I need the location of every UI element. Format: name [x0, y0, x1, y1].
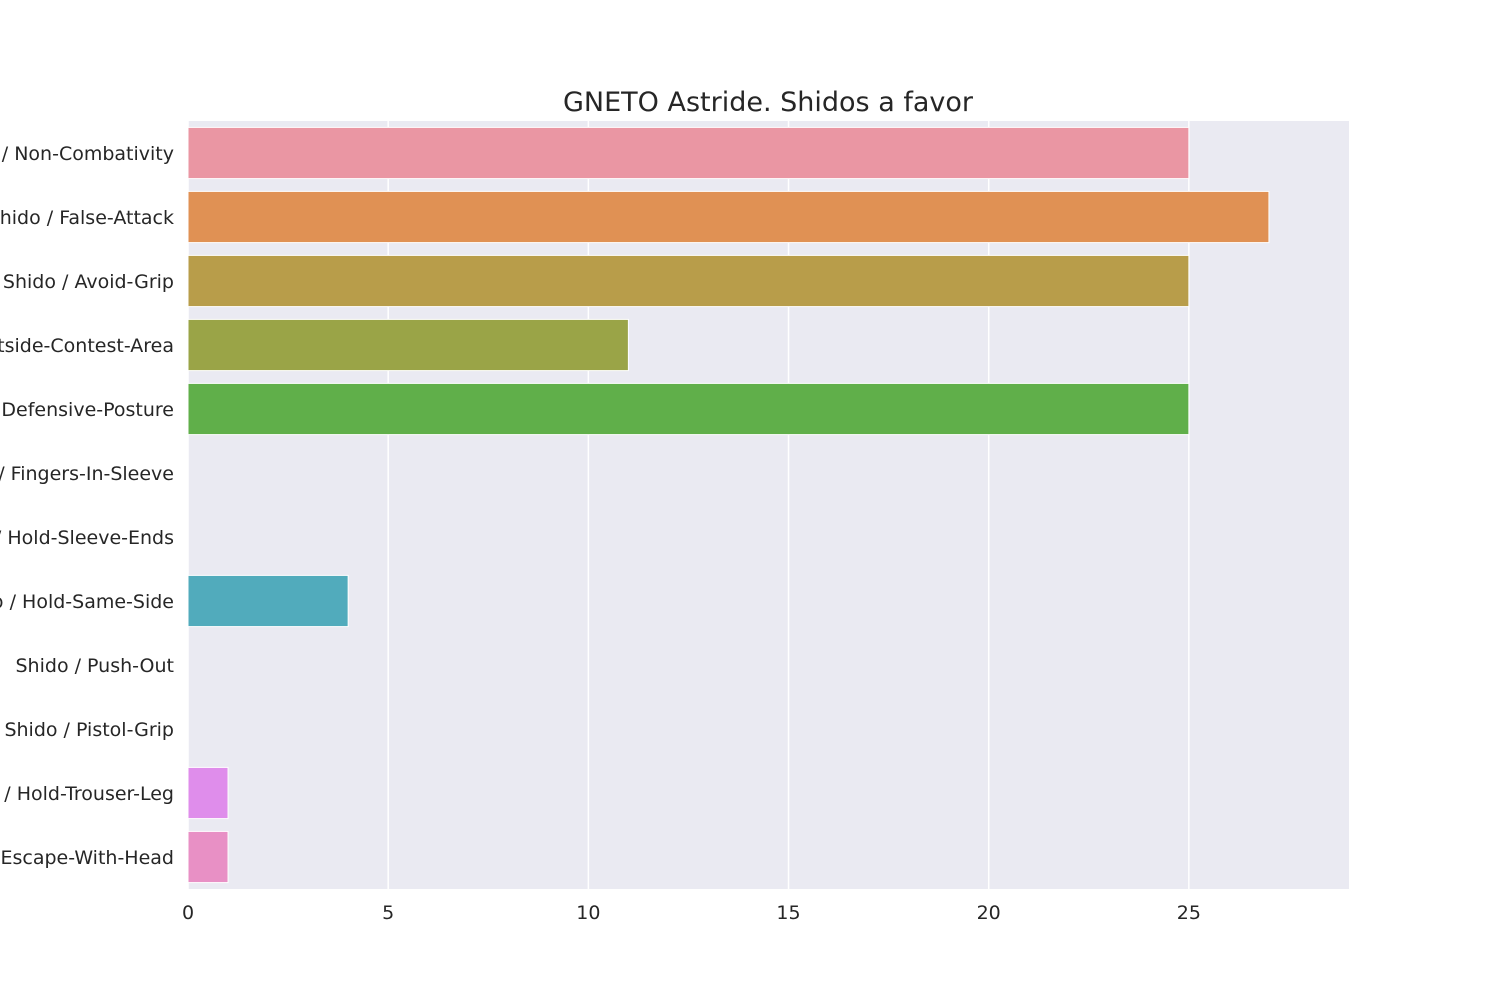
y-tick-label: Shido / Non-Combativity: [0, 143, 174, 165]
y-tick-label: Shido / Escape-With-Head: [0, 847, 174, 869]
bar: [187, 830, 229, 884]
x-tick-label: 25: [1177, 902, 1201, 924]
bar: [187, 382, 1190, 436]
chart-title: GNETO Astride. Shidos a favor: [563, 87, 974, 118]
x-tick-label: 20: [977, 902, 1001, 924]
bar: [187, 318, 629, 372]
x-tick-label: 10: [576, 902, 600, 924]
y-tick-labels: Shido / Non-Combativity Shido / False-Att…: [0, 143, 174, 869]
y-tick-label: Shido / Defensive-Posture: [0, 399, 174, 421]
bar: [187, 126, 1190, 180]
y-tick-label: Shido / False-Attack: [0, 207, 174, 229]
bars: [187, 126, 1270, 884]
y-tick-label: Shido / Avoid-Grip: [3, 271, 174, 293]
grid-lines: [187, 121, 1190, 889]
y-tick-label: Shido / Hold-Trouser-Leg: [0, 783, 174, 805]
bar: [187, 766, 229, 820]
x-tick-label: 0: [182, 902, 194, 924]
y-tick-label: Shido / Fingers-In-Sleeve: [0, 463, 174, 485]
bar: [187, 190, 1270, 244]
y-tick-label: Shido / Hold-Sleeve-Ends: [0, 527, 174, 549]
y-tick-label: Shido / Hold-Same-Side: [0, 591, 174, 613]
bar: [187, 574, 349, 628]
y-tick-label: Shido / Push-Out: [16, 655, 175, 677]
y-tick-label: Shido / Pistol-Grip: [4, 719, 174, 741]
x-tick-label: 15: [776, 902, 800, 924]
bar: [187, 254, 1190, 308]
y-tick-label: Shido / Outside-Contest-Area: [0, 335, 174, 357]
plot-area: [188, 121, 1349, 889]
x-tick-label: 5: [382, 902, 394, 924]
x-tick-labels: 0 5 10 15 20 25: [182, 902, 1201, 924]
